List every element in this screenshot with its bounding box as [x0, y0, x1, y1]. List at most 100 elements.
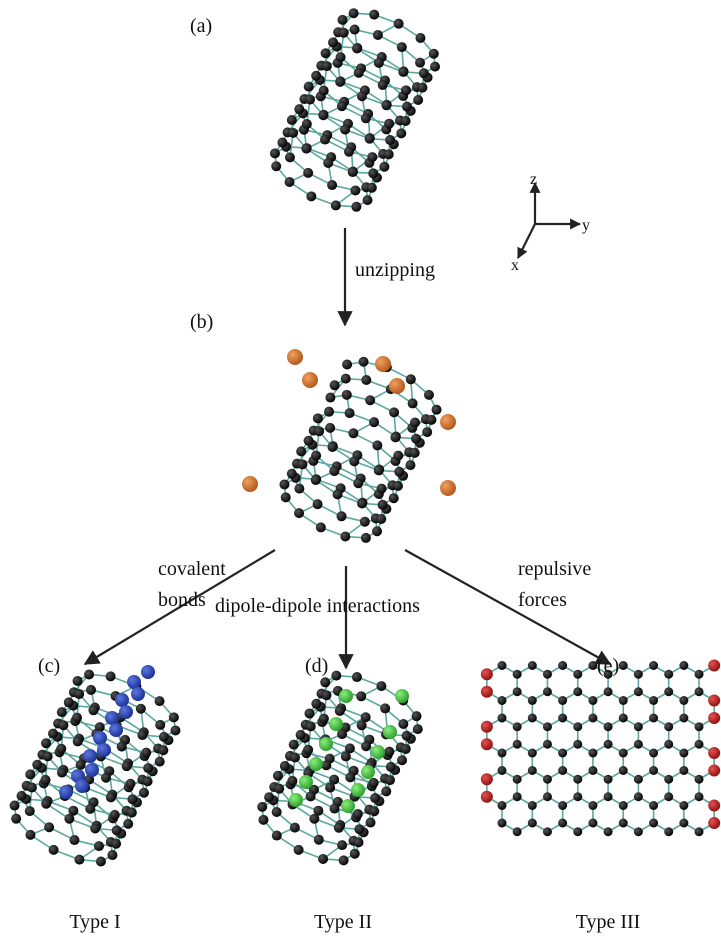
atom [336, 52, 346, 62]
atom [528, 819, 537, 828]
atom [348, 428, 358, 438]
atom [311, 451, 321, 461]
atom [619, 714, 628, 723]
atom [361, 533, 371, 543]
atom [419, 68, 429, 78]
atom [413, 724, 423, 734]
atom [498, 819, 507, 828]
atom [558, 801, 567, 810]
atom [573, 827, 582, 836]
atom [64, 814, 74, 824]
atom [123, 819, 133, 829]
atom [634, 670, 643, 679]
atom [352, 44, 362, 54]
atom [397, 755, 407, 765]
atom [695, 792, 704, 801]
atom [573, 792, 582, 801]
atom [354, 837, 364, 847]
atom [318, 854, 328, 864]
atom [513, 827, 522, 836]
atom [356, 691, 366, 701]
atom [311, 699, 321, 709]
atom [257, 802, 267, 812]
atom [340, 532, 350, 542]
atom [395, 689, 409, 703]
atom [318, 110, 328, 120]
atom [290, 823, 300, 833]
atom [69, 835, 79, 845]
atom [361, 113, 371, 123]
atom [155, 696, 165, 706]
atom [352, 672, 362, 682]
atom [513, 722, 522, 731]
atom [325, 423, 335, 433]
atom [314, 835, 324, 845]
atom [109, 723, 123, 737]
atom [619, 749, 628, 758]
atom [357, 91, 367, 101]
axis-label: x [511, 257, 519, 274]
atom [695, 687, 704, 696]
atom [368, 168, 378, 178]
atom [325, 393, 335, 403]
atom [588, 819, 597, 828]
atom [481, 791, 493, 803]
atom [125, 779, 135, 789]
atom [330, 804, 340, 814]
atom [543, 792, 552, 801]
atom [169, 712, 179, 722]
atom [17, 791, 27, 801]
atom [127, 808, 137, 818]
atom [316, 522, 326, 532]
atom [369, 10, 379, 20]
atom [329, 466, 339, 476]
atom [604, 740, 613, 749]
atom [76, 760, 86, 770]
atom [351, 202, 361, 212]
atom [86, 685, 96, 695]
atom [337, 511, 347, 521]
atom [325, 783, 335, 793]
atom [141, 665, 155, 679]
atom [369, 417, 379, 427]
atom [319, 86, 329, 96]
atom [117, 742, 127, 752]
atom [543, 775, 552, 784]
atom [49, 845, 59, 855]
atom [513, 670, 522, 679]
arrow-label: repulsive [518, 558, 591, 580]
atom [122, 761, 132, 771]
atom [353, 478, 363, 488]
atom [386, 762, 396, 772]
atom [309, 814, 319, 824]
atom [664, 722, 673, 731]
atom [619, 696, 628, 705]
arrow-label: unzipping [355, 259, 435, 281]
atom [127, 675, 141, 689]
atom [139, 788, 149, 798]
atom [141, 748, 151, 758]
atom [311, 71, 321, 81]
atom [296, 446, 306, 456]
atom [513, 740, 522, 749]
atom [708, 660, 720, 672]
atom [41, 738, 51, 748]
atom [367, 183, 377, 193]
atom [402, 731, 412, 741]
atom [664, 827, 673, 836]
atom [309, 757, 323, 771]
atom [84, 669, 94, 679]
atom [366, 818, 376, 828]
atom [88, 705, 98, 715]
arrow-label: covalent [158, 558, 226, 580]
atom [350, 849, 360, 859]
atom [93, 731, 107, 745]
atom [351, 783, 365, 797]
axis-label: y [582, 217, 590, 234]
atom [394, 467, 404, 477]
atom [573, 722, 582, 731]
atom [350, 25, 360, 35]
atom [348, 167, 358, 177]
atom [604, 827, 613, 836]
atom [401, 85, 411, 95]
